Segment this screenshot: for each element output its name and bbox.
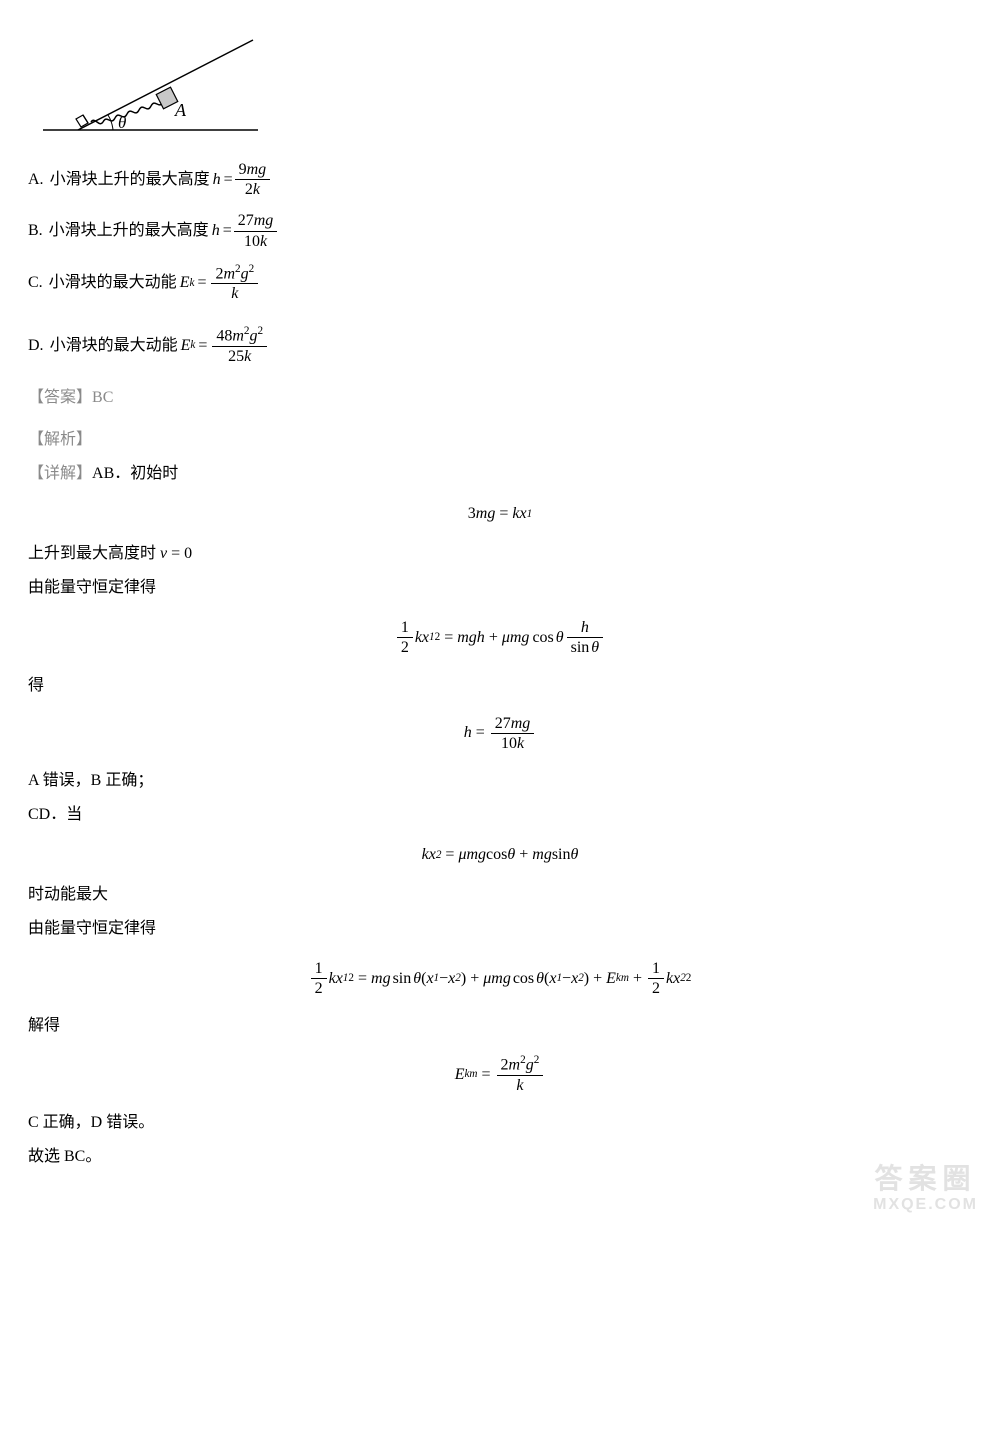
choice-a-var: h bbox=[213, 168, 221, 192]
choice-d-frac: 48m2g2 25k bbox=[212, 325, 267, 366]
choice-d-lead: 小滑块的最大动能 bbox=[50, 334, 178, 358]
choice-c-label: C. bbox=[28, 271, 43, 295]
choice-c-var: E bbox=[180, 271, 190, 295]
incline-diagram: A θ bbox=[33, 30, 972, 148]
line-ab-concl: A 错误，B 正确； bbox=[28, 769, 972, 793]
eq-kx2: kx2 = μmgcosθ + mgsinθ bbox=[28, 843, 972, 867]
eq-h-value: h = 27mg 10k bbox=[28, 714, 972, 753]
line-final: 故选 BC。 bbox=[28, 1145, 972, 1169]
detail-ab: AB．初始时 bbox=[92, 465, 178, 482]
choice-a-frac: 9mg 2k bbox=[235, 160, 271, 199]
choice-b: B. 小滑块上升的最大高度 h = 27mg 10k bbox=[28, 211, 972, 250]
eq-ekm: Ekm = 2m2g2 k bbox=[28, 1054, 972, 1095]
diagram-point-label: A bbox=[174, 100, 187, 120]
choice-c-lead: 小滑块的最大动能 bbox=[49, 271, 177, 295]
eq-sign: = bbox=[223, 219, 232, 243]
choice-c-frac: 2m2g2 k bbox=[211, 263, 258, 304]
line-maxke: 时动能最大 bbox=[28, 883, 972, 907]
watermark-top: 答案圈 bbox=[873, 1165, 978, 1193]
eq-sign: = bbox=[198, 334, 207, 358]
choice-a: A. 小滑块上升的最大高度 h = 9mg 2k bbox=[28, 160, 972, 199]
eq-sign: = bbox=[224, 168, 233, 192]
watermark: 答案圈 MXQE.COM bbox=[873, 1165, 978, 1217]
line-energy: 由能量守恒定律得 bbox=[28, 576, 972, 600]
diagram-angle-label: θ bbox=[118, 113, 126, 132]
line-de: 得 bbox=[28, 674, 972, 698]
choice-c: C. 小滑块的最大动能 Ek = 2m2g2 k bbox=[28, 263, 972, 304]
eq-energy-2: 12 kx12 = mgsinθ (x1 − x2) + μmgcosθ (x1… bbox=[28, 957, 972, 998]
eq-sign: = bbox=[197, 271, 206, 295]
choice-b-var: h bbox=[212, 219, 220, 243]
watermark-bottom: MXQE.COM bbox=[873, 1193, 978, 1217]
answer-line: 【答案】BC bbox=[28, 386, 972, 410]
detail-label: 【详解】 bbox=[28, 465, 92, 482]
analysis-label: 【解析】 bbox=[28, 428, 972, 452]
choice-d: D. 小滑块的最大动能 Ek = 48m2g2 25k bbox=[28, 325, 972, 366]
answer-label: 【答案】 bbox=[28, 389, 92, 406]
eq-energy-1: 12 kx12 = mgh + μmgcosθ h sinθ bbox=[28, 616, 972, 657]
detail-line: 【详解】AB．初始时 bbox=[28, 462, 972, 486]
choice-a-lead: 小滑块上升的最大高度 bbox=[50, 168, 210, 192]
choice-d-label: D. bbox=[28, 334, 44, 358]
line-cd-concl: C 正确，D 错误。 bbox=[28, 1111, 972, 1135]
line-solve: 解得 bbox=[28, 1014, 972, 1038]
choice-b-frac: 27mg 10k bbox=[234, 211, 278, 250]
choice-b-lead: 小滑块上升的最大高度 bbox=[49, 219, 209, 243]
choice-b-label: B. bbox=[28, 219, 43, 243]
line-energy2: 由能量守恒定律得 bbox=[28, 917, 972, 941]
eq-3mg-kx1: 3mg = kx1 bbox=[28, 502, 972, 526]
line-cd: CD．当 bbox=[28, 803, 972, 827]
choice-a-label: A. bbox=[28, 168, 44, 192]
answer-value: BC bbox=[92, 389, 113, 406]
line-vzero: 上升到最大高度时 v = 0 bbox=[28, 542, 972, 566]
choice-d-var: E bbox=[181, 334, 191, 358]
